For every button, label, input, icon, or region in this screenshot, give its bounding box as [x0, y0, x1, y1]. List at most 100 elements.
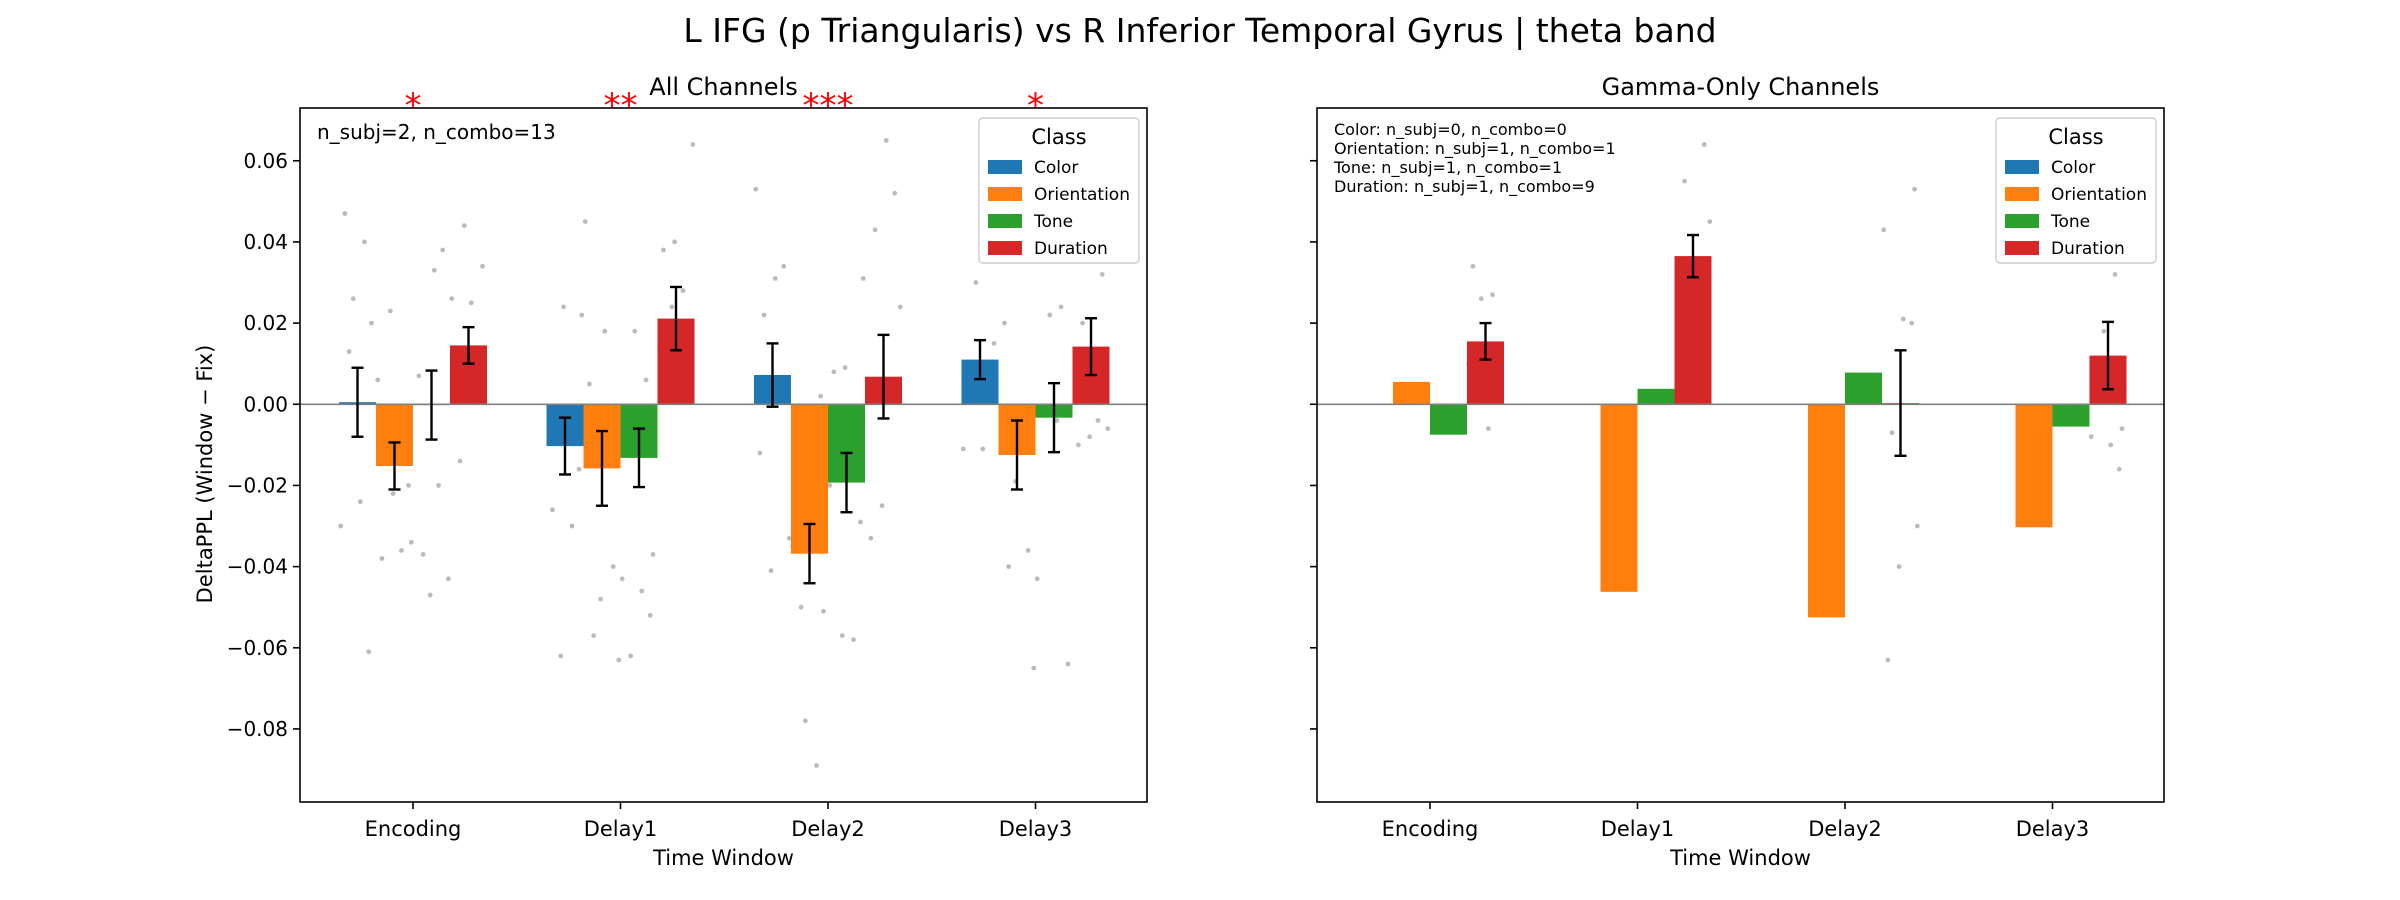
- data-point: [420, 552, 426, 557]
- data-point: [680, 288, 686, 293]
- all-channels-panel: All Channels 0.06 0.04 0.02 0.00 −0.02 −0.04 −0…: [227, 73, 1148, 870]
- legend-label: Color: [2051, 158, 2095, 178]
- scatter-points: [338, 138, 1111, 768]
- data-point: [1076, 442, 1081, 448]
- panel-title: All Channels: [649, 73, 797, 101]
- data-point: [1095, 418, 1101, 423]
- data-point: [772, 276, 778, 281]
- x-tick-label: Delay1: [584, 817, 658, 841]
- data-point: [1054, 418, 1060, 423]
- data-point: [619, 576, 625, 582]
- data-point: [831, 369, 837, 375]
- data-point: [2112, 272, 2118, 277]
- data-point: [598, 596, 603, 602]
- legend-title: Class: [1031, 125, 1086, 149]
- data-point: [960, 446, 966, 452]
- legend-label: Duration: [2051, 239, 2125, 259]
- data-point: [643, 377, 649, 383]
- data-point: [579, 312, 585, 318]
- data-point: [839, 633, 845, 638]
- x-axis-label: Time Window: [1669, 846, 1811, 870]
- data-point: [2101, 328, 2107, 334]
- data-point: [827, 483, 833, 488]
- x-tick-label: Delay2: [1808, 817, 1882, 841]
- data-point: [1682, 178, 1687, 184]
- data-point: [669, 304, 675, 310]
- data-point: [650, 552, 656, 557]
- legend-swatch: [988, 160, 1022, 174]
- legend-swatch: [988, 187, 1022, 201]
- data-point: [1896, 564, 1902, 569]
- data-point: [587, 381, 592, 387]
- data-point: [416, 373, 422, 379]
- y-tick-label: 0.00: [243, 392, 288, 416]
- data-point: [362, 239, 367, 245]
- x-tick-label: Encoding: [1382, 817, 1479, 841]
- data-point: [781, 263, 787, 269]
- data-point: [550, 507, 555, 513]
- data-point: [366, 649, 372, 655]
- data-point: [1025, 548, 1031, 553]
- class-count-annotation: Color: n_subj=0, n_combo=0: [1334, 120, 1567, 140]
- data-point: [468, 300, 474, 306]
- legend-swatch: [988, 241, 1022, 255]
- class-count-annotation: Tone: n_subj=1, n_combo=1: [1333, 158, 1562, 178]
- legend-label: Tone: [2050, 212, 2090, 232]
- legend-swatch: [2005, 241, 2039, 255]
- axes-frame: [299, 107, 1148, 803]
- y-tick-label: −0.06: [227, 636, 288, 660]
- data-point: [558, 653, 564, 659]
- y-tick-label: 0.04: [243, 230, 288, 254]
- bar-tone: [1430, 404, 1467, 435]
- data-point: [1707, 219, 1713, 225]
- legend-title: Class: [2048, 125, 2103, 149]
- sample-size-annotation: n_subj=2, n_combo=13: [317, 120, 556, 144]
- data-point: [1105, 426, 1111, 431]
- legend: Class Color Orientation Tone Duration: [978, 117, 1140, 264]
- data-point: [561, 304, 566, 310]
- y-axis-label: DeltaPPL (Window − Fix): [193, 345, 217, 604]
- data-point: [1909, 320, 1915, 326]
- data-point: [1885, 657, 1891, 663]
- data-point: [1058, 304, 1064, 310]
- data-point: [761, 312, 767, 318]
- data-point: [369, 320, 374, 326]
- legend-label: Orientation: [1034, 185, 1130, 205]
- data-point: [628, 653, 633, 659]
- bar-orientation: [1808, 404, 1845, 618]
- significance-marker: ***: [803, 86, 854, 126]
- data-point: [1065, 661, 1071, 667]
- data-point: [449, 296, 455, 302]
- data-point: [616, 657, 622, 663]
- data-point: [390, 491, 396, 496]
- data-point: [690, 142, 696, 147]
- data-point: [1080, 320, 1085, 326]
- data-point: [2108, 442, 2114, 448]
- data-point: [1914, 523, 1920, 529]
- bars: [339, 318, 1110, 554]
- error-bars: [351, 285, 1097, 585]
- data-point: [973, 280, 979, 285]
- data-point: [375, 377, 381, 383]
- data-point: [346, 349, 352, 354]
- data-point: [591, 633, 596, 638]
- data-point: [387, 308, 393, 314]
- y-tick-label: −0.02: [227, 473, 288, 497]
- legend-swatch: [2005, 160, 2039, 174]
- bar-orientation: [2015, 404, 2053, 528]
- significance-marker: *: [1027, 86, 1044, 126]
- data-point: [851, 637, 856, 643]
- legend: Class Color Orientation Tone Duration: [1995, 117, 2157, 264]
- data-point: [408, 539, 414, 545]
- data-point: [632, 328, 638, 334]
- y-tick-label: 0.06: [243, 149, 288, 173]
- panel-title: Gamma-Only Channels: [1602, 73, 1880, 101]
- data-point: [672, 239, 677, 245]
- data-point: [427, 592, 433, 598]
- significance-marker: **: [604, 86, 638, 126]
- data-point: [818, 393, 824, 399]
- data-point: [440, 247, 446, 253]
- data-point: [1031, 665, 1037, 671]
- data-point: [860, 276, 866, 281]
